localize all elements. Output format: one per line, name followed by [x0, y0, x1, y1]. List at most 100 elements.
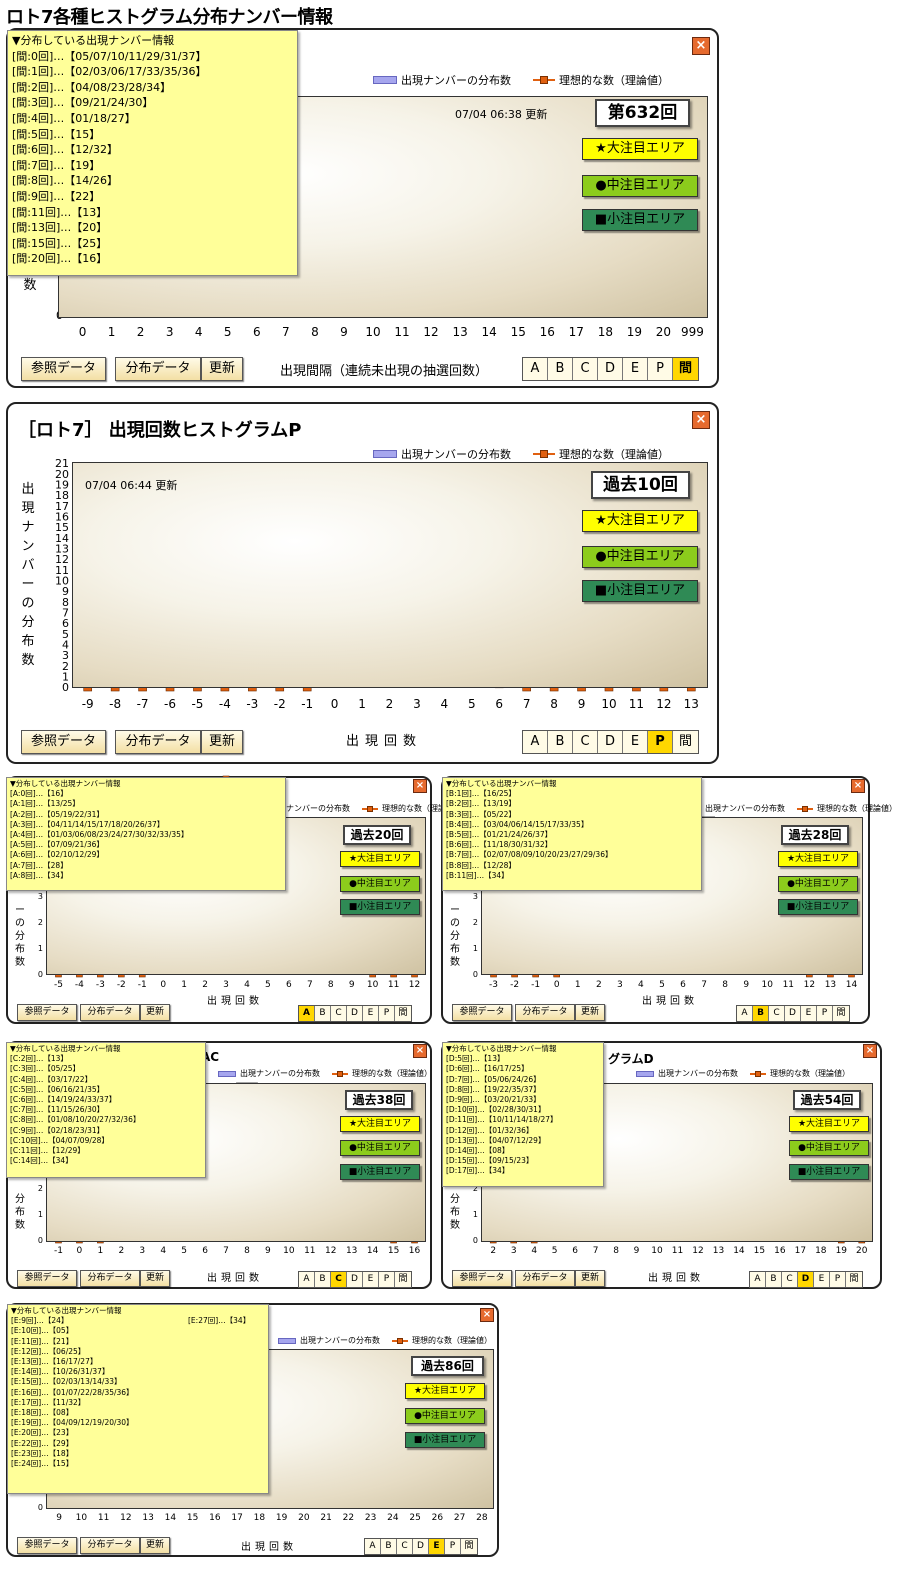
- update-button[interactable]: 更新: [575, 1270, 605, 1287]
- tab-p[interactable]: P: [648, 731, 673, 753]
- update-button[interactable]: 更新: [201, 730, 243, 754]
- tab-b[interactable]: B: [548, 358, 573, 380]
- info-line: [間:8回]…【14/26】: [12, 174, 118, 188]
- tab-d[interactable]: D: [598, 731, 623, 753]
- ref-data-button[interactable]: 参照データ: [17, 1270, 77, 1287]
- tab-a[interactable]: A: [299, 1006, 315, 1021]
- tab-gap[interactable]: 間: [833, 1006, 849, 1021]
- close-icon[interactable]: ×: [692, 411, 710, 429]
- tab-p[interactable]: P: [648, 358, 673, 380]
- x-tick-label: 8: [550, 697, 558, 711]
- x-axis-label: 出現回数: [346, 734, 423, 749]
- info-line: [B:6回]…【11/18/30/31/32】: [446, 840, 553, 850]
- tab-d[interactable]: D: [798, 1272, 814, 1287]
- tab-d[interactable]: D: [347, 1272, 363, 1287]
- legend-bar-label: 出現ナンバーの分布数: [270, 804, 350, 813]
- tab-b[interactable]: B: [315, 1006, 331, 1021]
- info-header: ▼分布している出現ナンバー情報: [12, 34, 175, 47]
- x-tick-label: 12: [692, 1246, 703, 1256]
- tab-p[interactable]: P: [379, 1006, 395, 1021]
- dist-data-button[interactable]: 分布データ: [515, 1270, 575, 1287]
- tab-c[interactable]: C: [782, 1272, 798, 1287]
- tab-e[interactable]: E: [801, 1006, 817, 1021]
- tab-c[interactable]: C: [397, 1539, 413, 1554]
- y-tick-label: 11: [55, 564, 69, 577]
- close-icon[interactable]: ×: [480, 1308, 494, 1322]
- tab-c[interactable]: C: [331, 1272, 347, 1287]
- tab-c[interactable]: C: [331, 1006, 347, 1021]
- tab-a[interactable]: A: [737, 1006, 753, 1021]
- tab-a[interactable]: A: [299, 1272, 315, 1287]
- x-tick-label: 21: [320, 1513, 331, 1523]
- tab-e[interactable]: E: [623, 731, 648, 753]
- update-button[interactable]: 更新: [140, 1270, 170, 1287]
- tab-b[interactable]: B: [766, 1272, 782, 1287]
- ref-data-button[interactable]: 参照データ: [21, 730, 106, 754]
- tab-e[interactable]: E: [363, 1006, 379, 1021]
- info-line: [間:2回]…【04/08/23/28/34】: [12, 80, 172, 94]
- tab-c[interactable]: C: [573, 358, 598, 380]
- dist-data-button[interactable]: 分布データ: [80, 1270, 140, 1287]
- update-button[interactable]: 更新: [140, 1537, 170, 1554]
- tab-a[interactable]: A: [523, 731, 548, 753]
- tab-e[interactable]: E: [429, 1539, 445, 1554]
- tab-a[interactable]: A: [365, 1539, 381, 1554]
- dist-data-button[interactable]: 分布データ: [115, 357, 201, 381]
- tab-gap[interactable]: 間: [673, 358, 698, 380]
- ref-data-button[interactable]: 参照データ: [452, 1004, 512, 1021]
- tab-p[interactable]: P: [817, 1006, 833, 1021]
- update-button[interactable]: 更新: [575, 1004, 605, 1021]
- tab-d[interactable]: D: [598, 358, 623, 380]
- x-tick-label: -5: [191, 697, 203, 711]
- tab-b[interactable]: B: [548, 731, 573, 753]
- tab-e[interactable]: E: [623, 358, 648, 380]
- x-tick-label: 18: [254, 1513, 266, 1523]
- close-icon[interactable]: ×: [692, 37, 710, 55]
- tab-c[interactable]: C: [769, 1006, 785, 1021]
- close-icon[interactable]: ×: [413, 1044, 427, 1058]
- ref-data-button[interactable]: 参照データ: [17, 1537, 77, 1554]
- tab-p[interactable]: P: [830, 1272, 846, 1287]
- tab-a[interactable]: A: [750, 1272, 766, 1287]
- dist-data-button[interactable]: 分布データ: [115, 730, 201, 754]
- x-tick-label: 3: [511, 1246, 517, 1256]
- close-icon[interactable]: ×: [863, 1044, 877, 1058]
- dist-data-button[interactable]: 分布データ: [80, 1537, 140, 1554]
- tab-d[interactable]: D: [785, 1006, 801, 1021]
- close-icon[interactable]: ×: [413, 779, 427, 793]
- x-tick-label: 12: [804, 980, 815, 990]
- area-small-label: ■小注目エリア: [340, 899, 420, 915]
- x-tick-label: 2: [386, 697, 394, 711]
- dist-data-button[interactable]: 分布データ: [80, 1004, 140, 1021]
- tab-p[interactable]: P: [445, 1539, 461, 1554]
- tab-d[interactable]: D: [347, 1006, 363, 1021]
- area-big-label: ★大注目エリア: [789, 1116, 869, 1132]
- ref-data-button[interactable]: 参照データ: [21, 357, 106, 381]
- tab-b[interactable]: B: [381, 1539, 397, 1554]
- update-button[interactable]: 更新: [201, 357, 243, 381]
- tab-gap[interactable]: 間: [846, 1272, 862, 1287]
- tab-e[interactable]: E: [814, 1272, 830, 1287]
- area-mid-label: ●中注目エリア: [340, 1140, 420, 1156]
- tab-gap[interactable]: 間: [461, 1539, 477, 1554]
- close-icon[interactable]: ×: [851, 779, 865, 793]
- info-line: [D:9回]…【03/20/21/33】: [446, 1095, 541, 1105]
- histogram-panel-d: × 2345678910111213141516171819200123グラムD…: [441, 1041, 882, 1289]
- tab-gap[interactable]: 間: [395, 1006, 411, 1021]
- tab-c[interactable]: C: [573, 731, 598, 753]
- tab-a[interactable]: A: [523, 358, 548, 380]
- x-tick-label: 17: [231, 1513, 242, 1523]
- ref-data-button[interactable]: 参照データ: [17, 1004, 77, 1021]
- dist-data-button[interactable]: 分布データ: [515, 1004, 575, 1021]
- x-tick-label: 14: [846, 980, 858, 990]
- info-line: [E:12回]…【06/25】: [11, 1346, 86, 1356]
- tab-d[interactable]: D: [413, 1539, 429, 1554]
- tab-e[interactable]: E: [363, 1272, 379, 1287]
- tab-b[interactable]: B: [753, 1006, 769, 1021]
- tab-b[interactable]: B: [315, 1272, 331, 1287]
- ref-data-button[interactable]: 参照データ: [452, 1270, 512, 1287]
- tab-p[interactable]: P: [379, 1272, 395, 1287]
- update-button[interactable]: 更新: [140, 1004, 170, 1021]
- tab-gap[interactable]: 間: [395, 1272, 411, 1287]
- tab-gap[interactable]: 間: [673, 731, 698, 753]
